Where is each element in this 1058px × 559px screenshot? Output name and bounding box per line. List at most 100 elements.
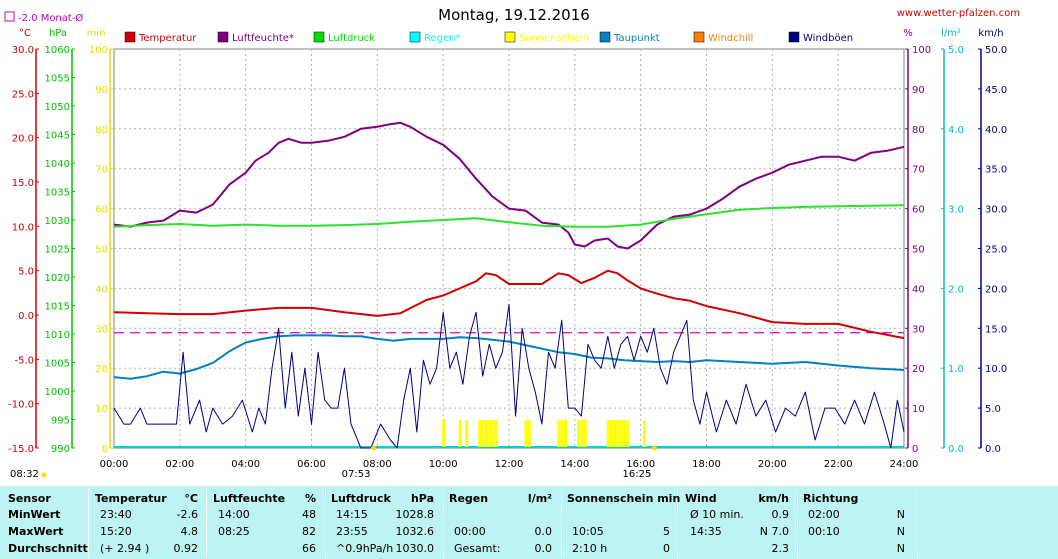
pressure-tick-label: 1000 [45, 387, 70, 398]
x-tick-label: 22:00 [824, 459, 853, 470]
table-cell: 14:15 [336, 508, 368, 521]
temp-tick-label: 10.0 [12, 222, 34, 233]
pressure-tick-label: 1060 [45, 45, 70, 56]
row-label: MaxWert [8, 525, 64, 538]
sunset-time: 16:25 [623, 469, 652, 480]
header-hum: Luftfeuchte [213, 492, 286, 505]
table-cell: 0 [663, 542, 670, 555]
table-cell: -2.6 [176, 508, 198, 521]
x-tick-label: 16:00 [626, 459, 655, 470]
sunmin-tick-label: 70 [95, 165, 108, 176]
table-cell: N 7.0 [759, 525, 789, 538]
pressure-axis-unit: hPa [49, 28, 67, 39]
humidity-tick-label: 20 [912, 364, 925, 375]
table-cell: Gesamt: [454, 542, 501, 555]
sunmin-tick-label: 50 [95, 245, 108, 256]
legend-entry: Luftfeuchte* [232, 33, 294, 44]
sunshine-bar [465, 420, 469, 447]
pressure-tick-label: 1050 [45, 102, 70, 113]
header-wind-unit: km/h [758, 492, 789, 505]
header-rain: Regen [449, 492, 489, 505]
sunshine-bar [563, 420, 567, 447]
sunshine-bar [481, 420, 485, 447]
header-sensor: Sensor [8, 492, 51, 505]
rain-tick-label: 4.0 [948, 125, 964, 136]
legend-swatch [313, 31, 325, 43]
temp-tick-label: 20.0 [12, 134, 34, 145]
sunmin-tick-label: 90 [95, 85, 108, 96]
sunshine-bar [478, 420, 482, 447]
legend-entry: Sonnenschein [519, 33, 589, 44]
table-cell: 23:55 [336, 525, 368, 538]
chart-title: Montag, 19.12.2016 [438, 6, 590, 24]
table-separator [797, 488, 798, 558]
table-cell: N [896, 542, 905, 555]
legend-entry: Temperatur [138, 33, 197, 44]
sunshine-bar [494, 420, 498, 447]
x-tick-label: 00:00 [100, 459, 129, 470]
legend-swatch [504, 31, 516, 43]
sunshine-bar [458, 420, 462, 447]
legend-entry: Luftdruck [328, 33, 375, 44]
wind-tick-label: 35.0 [985, 165, 1007, 176]
rain-tick-label: 0.0 [948, 444, 964, 455]
x-tick-label: 02:00 [165, 459, 194, 470]
sunshine-bar [619, 420, 623, 447]
table-cell: 10:05 [572, 525, 604, 538]
sunshine-bar [642, 420, 646, 447]
table-cell: 00:10 [808, 525, 840, 538]
table-cell: 0.0 [534, 525, 553, 538]
humidity-tick-label: 90 [912, 85, 925, 96]
table-cell: 14:35 [690, 525, 722, 538]
humidity-tick-label: 10 [912, 404, 925, 415]
table-cell: 0.9 [771, 508, 790, 521]
x-tick-label: 18:00 [692, 459, 721, 470]
sunshine-bar [524, 420, 528, 447]
legend-swatch [599, 31, 611, 43]
sunmin-axis-unit: min [87, 28, 106, 39]
temp-tick-label: -5.0 [14, 355, 34, 366]
table-cell: 2.3 [771, 542, 790, 555]
temp-axis-unit: °C [19, 28, 31, 39]
wind-axis-unit: km/h [978, 28, 1003, 39]
table-cell: 15:20 [100, 525, 132, 538]
pressure-tick-label: 1025 [45, 245, 70, 256]
row-label: MinWert [8, 508, 61, 521]
legend-entry: Windchill [708, 33, 753, 44]
humidity-tick-label: 0 [912, 444, 918, 455]
table-separator [325, 488, 326, 558]
temp-tick-label: 15.0 [12, 178, 34, 189]
sunshine-bar [616, 420, 620, 447]
sunshine-bar [623, 420, 627, 447]
sunshine-start-marker [41, 472, 47, 478]
humidity-tick-label: 60 [912, 205, 925, 216]
legend-entry: Taupunkt [613, 33, 660, 44]
table-cell: 4.8 [180, 525, 199, 538]
pressure-tick-label: 1055 [45, 74, 70, 85]
table-separator [443, 488, 444, 558]
temp-tick-label: -10.0 [8, 400, 34, 411]
rain-tick-label: 1.0 [948, 364, 964, 375]
wind-tick-label: 25.0 [985, 245, 1007, 256]
x-tick-label: 10:00 [429, 459, 458, 470]
table-cell: 0.0 [534, 542, 553, 555]
wind-tick-label: 20.0 [985, 284, 1007, 295]
table-cell: 1030.0 [395, 542, 435, 555]
table-cell: 1032.6 [395, 525, 435, 538]
wind-tick-label: 50.0 [985, 45, 1007, 56]
pressure-tick-label: 1030 [45, 216, 70, 227]
sunshine-bar [610, 420, 614, 447]
sunshine-bar [488, 420, 492, 447]
table-cell: ^0.9hPa/h [336, 542, 394, 555]
temp-tick-label: 25.0 [12, 89, 34, 100]
sunmin-tick-label: 20 [95, 364, 108, 375]
table-separator [206, 488, 207, 558]
pressure-tick-label: 990 [51, 444, 70, 455]
table-cell: 1028.8 [395, 508, 435, 521]
humidity-tick-label: 40 [912, 284, 925, 295]
table-cell: 23:40 [100, 508, 132, 521]
table-cell: N [896, 525, 905, 538]
header-press: Luftdruck [331, 492, 391, 505]
table-cell: (+ 2.94 ) [100, 542, 150, 555]
table-cell: Ø 10 min. [690, 508, 744, 521]
